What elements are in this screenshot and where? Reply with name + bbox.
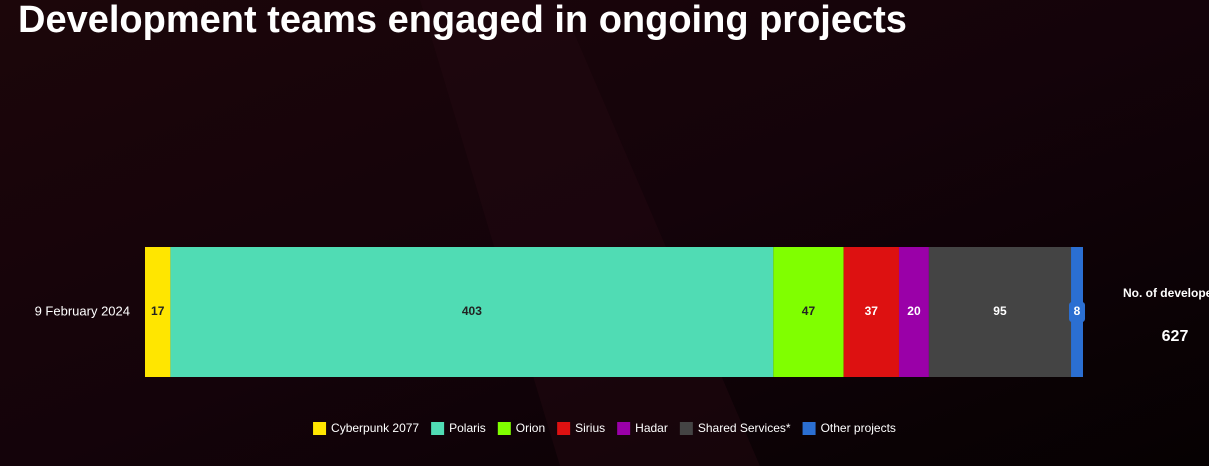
total-label: No. of developer <box>1123 286 1209 300</box>
legend-swatch <box>679 422 693 435</box>
value-label: 403 <box>462 304 482 318</box>
value-label-box <box>1069 302 1086 322</box>
value-label: 95 <box>993 304 1007 318</box>
legend-swatch <box>431 422 445 435</box>
bar-segment <box>145 247 171 377</box>
total-value: 627 <box>1162 328 1189 345</box>
category-label: 9 February 2024 <box>35 303 130 318</box>
value-label: 20 <box>907 304 921 318</box>
legend-label: Shared Services* <box>698 421 791 435</box>
legend-swatch <box>557 422 571 435</box>
bar-segment <box>773 247 844 377</box>
value-label: 8 <box>1074 304 1081 318</box>
legend-swatch <box>802 422 816 435</box>
legend-label: Polaris <box>449 421 486 435</box>
bar-segment <box>898 247 929 377</box>
legend-label: Hadar <box>635 421 668 435</box>
legend-swatch <box>313 422 327 435</box>
value-label: 17 <box>151 304 165 318</box>
value-label: 37 <box>865 304 879 318</box>
legend-label: Other projects <box>821 421 896 435</box>
legend-label: Sirius <box>575 421 605 435</box>
bar-segment <box>843 247 899 377</box>
legend-swatch <box>617 422 631 435</box>
legend-label: Orion <box>516 421 545 435</box>
bar-segment <box>928 247 1072 377</box>
chart-title: Development teams engaged in ongoing pro… <box>18 0 907 41</box>
legend-swatch <box>497 422 511 435</box>
bar-segment <box>170 247 774 377</box>
value-label: 47 <box>802 304 816 318</box>
legend-label: Cyberpunk 2077 <box>331 421 419 435</box>
